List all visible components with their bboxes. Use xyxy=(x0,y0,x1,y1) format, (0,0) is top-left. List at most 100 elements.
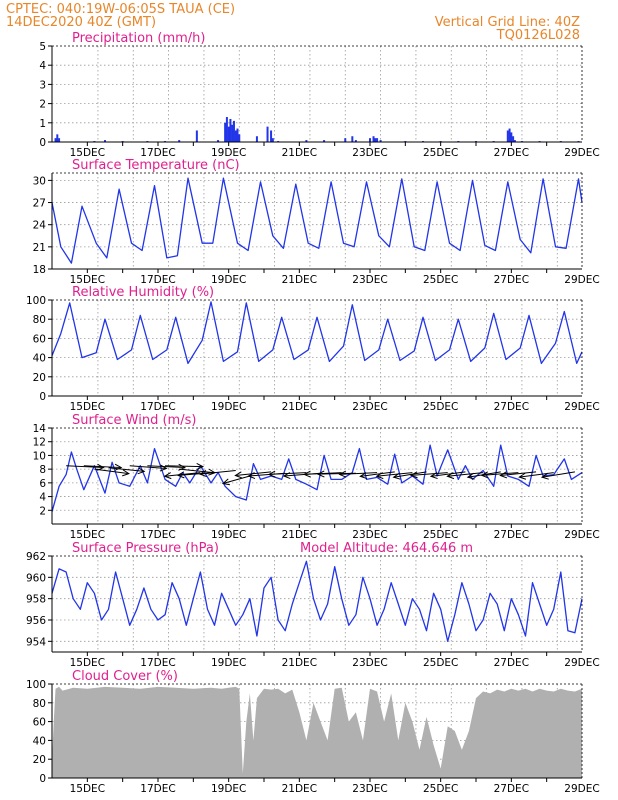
x-tick-label: 23DEC xyxy=(352,783,387,795)
y-tick-label: 4 xyxy=(39,60,46,72)
x-tick-label: 15DEC xyxy=(70,401,105,413)
y-tick-label: 960 xyxy=(26,572,46,584)
y-tick-label: 5 xyxy=(39,41,46,53)
precipitation-bar xyxy=(104,140,106,142)
precipitation-bar xyxy=(217,140,220,142)
y-tick-label: 0 xyxy=(39,137,46,149)
precipitation-bar xyxy=(178,140,181,142)
y-tick-label: 0 xyxy=(39,773,46,785)
pressure-panel: 954 956 958 960 962 15DEC 17DEC 19DEC 21DEC 23DEC… xyxy=(26,541,600,669)
precipitation-bar xyxy=(510,132,513,142)
y-tick-label: 2 xyxy=(39,99,46,111)
precipitation-grid xyxy=(52,46,582,142)
x-tick-label: 29DEC xyxy=(564,783,599,795)
precipitation-bar xyxy=(227,126,230,142)
temperature-line xyxy=(51,177,583,264)
precipitation-bar xyxy=(224,122,227,142)
precipitation-bar xyxy=(323,140,326,142)
precipitation-bar xyxy=(512,136,515,142)
wind-vector xyxy=(316,470,356,478)
precipitation-bar xyxy=(344,138,347,142)
x-tick-label: 17DEC xyxy=(140,529,175,541)
y-tick-label: 954 xyxy=(26,636,46,648)
y-tick-label: 24 xyxy=(33,220,47,232)
wind-vector xyxy=(409,471,448,479)
x-tick-label: 23DEC xyxy=(352,274,387,286)
y-tick-label: 20 xyxy=(33,372,46,384)
x-tick-label: 25DEC xyxy=(423,783,458,795)
wind-vector xyxy=(338,470,378,478)
humidity-x-labels: 15DEC 17DEC 19DEC 21DEC 23DEC 25DEC 27DEC 29DEC xyxy=(70,401,600,413)
x-tick-label: 29DEC xyxy=(564,401,599,413)
wind-vector xyxy=(480,471,519,479)
y-tick-label: 20 xyxy=(33,754,46,766)
pressure-line xyxy=(51,560,583,642)
wind-vector xyxy=(540,471,576,480)
y-tick-label: 2 xyxy=(39,505,46,517)
y-tick-label: 18 xyxy=(33,264,46,276)
precipitation-x-labels: 15DEC 17DEC 19DEC 21DEC 23DEC 25DEC 27DEC 29DEC xyxy=(70,147,600,159)
temperature-grid xyxy=(52,173,582,269)
wind-vector xyxy=(108,467,146,475)
precipitation-bar xyxy=(305,140,308,142)
precipitation-bar xyxy=(236,128,239,142)
wind-vector xyxy=(163,472,201,480)
x-tick-label: 27DEC xyxy=(494,147,529,159)
x-tick-label: 29DEC xyxy=(564,274,599,286)
x-tick-label: 17DEC xyxy=(140,147,175,159)
x-tick-label: 29DEC xyxy=(564,657,599,669)
y-tick-label: 958 xyxy=(26,594,46,606)
x-tick-label: 19DEC xyxy=(211,401,246,413)
y-tick-label: 1 xyxy=(39,118,46,130)
x-tick-label: 19DEC xyxy=(211,147,246,159)
precipitation-bar xyxy=(508,128,511,142)
x-tick-label: 25DEC xyxy=(423,529,458,541)
wind-vectors xyxy=(66,462,576,486)
humidity-panel: 0 20 40 60 80 100 15DEC 17DEC 19DEC 21DEC 23DEC 25D… xyxy=(26,285,600,413)
x-tick-label: 21DEC xyxy=(282,147,317,159)
wind-vector xyxy=(303,470,342,478)
wind-vector xyxy=(94,468,130,477)
precipitation-bar xyxy=(234,130,237,142)
y-tick-label: 30 xyxy=(33,175,46,187)
precipitation-bar xyxy=(271,138,274,142)
precipitation-panel: 0 1 2 3 4 5 15DEC 17DEC 19DEC 21DEC 23DEC 25DEC 27DE… xyxy=(39,31,599,159)
wind-vector xyxy=(499,471,537,479)
x-tick-label: 25DEC xyxy=(423,657,458,669)
grid-line-note: Vertical Grid Line: 40Z xyxy=(435,15,580,30)
wind-vector xyxy=(466,471,501,480)
x-tick-label: 19DEC xyxy=(211,529,246,541)
x-tick-label: 19DEC xyxy=(211,783,246,795)
forecast-date: 14DEC2020 40Z (GMT) xyxy=(6,15,156,30)
wind-x-labels: 15DEC 17DEC 19DEC 21DEC 23DEC 25DEC 27DEC 29DEC xyxy=(70,529,600,541)
x-tick-label: 17DEC xyxy=(140,401,175,413)
wind-vector xyxy=(429,471,466,480)
cloud-cover-area xyxy=(52,686,582,778)
precipitation-bars xyxy=(54,117,580,142)
humidity-line xyxy=(51,301,583,365)
x-tick-label: 29DEC xyxy=(564,529,599,541)
y-tick-label: 21 xyxy=(33,242,46,254)
y-tick-label: 40 xyxy=(33,735,46,747)
y-tick-label: 6 xyxy=(39,478,46,490)
precipitation-bar xyxy=(354,140,357,142)
x-tick-label: 27DEC xyxy=(494,274,529,286)
y-tick-label: 100 xyxy=(26,295,46,307)
precipitation-bar xyxy=(225,117,228,142)
x-tick-label: 19DEC xyxy=(211,657,246,669)
precipitation-bar xyxy=(195,130,198,142)
x-tick-label: 23DEC xyxy=(352,147,387,159)
x-tick-label: 21DEC xyxy=(282,529,317,541)
model-code: TQ0126L028 xyxy=(496,28,580,43)
precipitation-title: Precipitation (mm/h) xyxy=(72,31,205,46)
model-altitude: Model Altitude: 464.646 m xyxy=(300,541,473,556)
x-tick-label: 15DEC xyxy=(70,783,105,795)
wind-vector xyxy=(165,462,205,470)
temperature-panel: 18 21 24 27 30 15DEC 17DEC 19DEC 21DEC 23DEC 25DEC… xyxy=(33,158,600,286)
temperature-x-labels: 15DEC 17DEC 19DEC 21DEC 23DEC 25DEC 27DEC 29DEC xyxy=(70,274,600,286)
y-tick-label: 14 xyxy=(33,423,47,435)
precipitation-bar xyxy=(270,130,273,142)
x-tick-label: 17DEC xyxy=(140,657,175,669)
x-tick-label: 15DEC xyxy=(70,529,105,541)
